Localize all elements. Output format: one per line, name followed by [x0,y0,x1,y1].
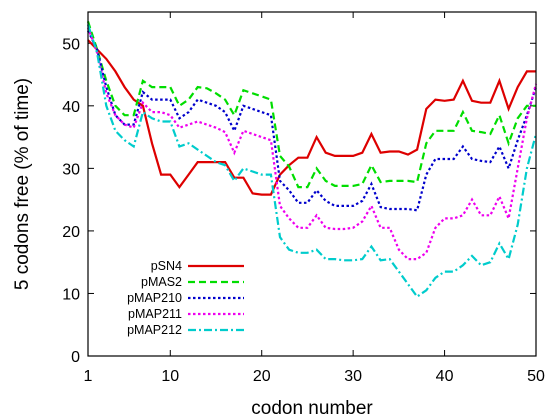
y-tick-label: 0 [71,349,80,366]
legend-label-pmap210: pMAP210 [127,291,182,305]
x-tick-label: 20 [253,368,271,385]
series-lines [86,21,538,299]
x-axis-title: codon number [251,398,373,418]
legend-label-psn4: pSN4 [151,259,182,273]
y-tick-label: 40 [62,99,80,116]
legend-label-pmap212: pMAP212 [127,323,182,337]
y-tick-label: 20 [62,224,80,241]
x-tick-label: 50 [527,368,545,385]
legend: pSN4 pMAS2 pMAP210 pMAP211 pMAP212 [127,259,244,337]
x-tick-label: 40 [436,368,454,385]
y-tick-label: 30 [62,161,80,178]
axes: 0 10 20 30 40 50 1 10 20 30 40 50 [62,12,545,385]
x-tick-label: 10 [161,368,179,385]
series-line-pmas2 [86,21,536,189]
series-line-pmap212 [86,24,538,299]
series-line-pmap210 [87,30,538,212]
x-tick-label: 30 [344,368,362,385]
y-axis-title: 5 codons free (% of time) [12,78,33,290]
legend-label-pmap211: pMAP211 [128,307,182,321]
y-tick-label: 50 [62,36,80,53]
series-line-psn4 [87,39,536,196]
y-tick-label: 10 [62,286,80,303]
x-tick-label: 1 [84,368,93,385]
series-line-pmap211 [86,27,538,261]
plot-frame [87,11,537,357]
legend-label-pmas2: pMAS2 [141,275,182,289]
